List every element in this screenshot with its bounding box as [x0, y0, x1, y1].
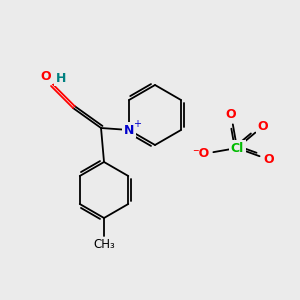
- Text: +: +: [133, 119, 141, 129]
- Text: CH₃: CH₃: [93, 238, 115, 251]
- Text: H: H: [56, 71, 66, 85]
- Text: N: N: [124, 124, 134, 136]
- Text: Cl: Cl: [230, 142, 244, 154]
- Text: ⁻O: ⁻O: [192, 147, 209, 161]
- Text: O: O: [264, 153, 274, 166]
- Text: O: O: [41, 70, 51, 83]
- Text: O: O: [226, 108, 236, 121]
- Text: O: O: [258, 120, 268, 133]
